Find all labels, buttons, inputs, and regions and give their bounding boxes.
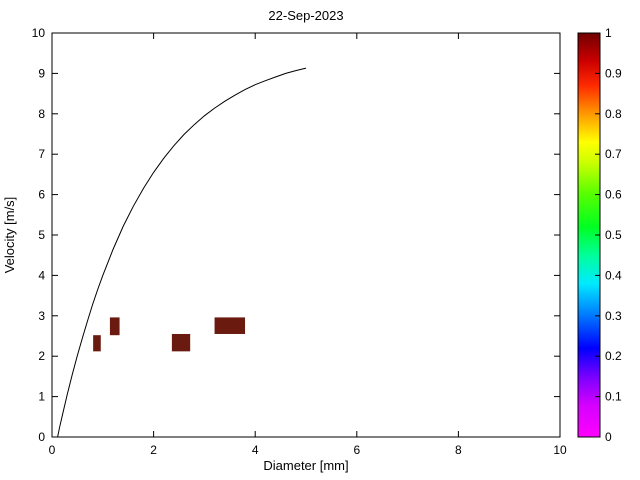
colorbar-tick-label: 0.8 xyxy=(605,107,622,121)
y-tick-label: 3 xyxy=(38,309,45,323)
colorbar-tick-label: 0.7 xyxy=(605,147,622,161)
colorbar-tick-label: 0.2 xyxy=(605,349,622,363)
y-tick-label: 2 xyxy=(38,349,45,363)
colorbar-tick-label: 1 xyxy=(605,26,612,40)
y-tick-label: 1 xyxy=(38,390,45,404)
colorbar-tick-label: 0.3 xyxy=(605,309,622,323)
axes-box xyxy=(51,32,561,438)
data-bin xyxy=(171,333,191,352)
terminal-velocity-curve xyxy=(57,67,307,438)
data-bin xyxy=(109,317,120,336)
colorbar-tick-label: 0 xyxy=(605,430,612,444)
y-tick-label: 0 xyxy=(38,430,45,444)
y-tick-label: 8 xyxy=(38,107,45,121)
x-tick-label: 0 xyxy=(49,443,56,457)
data-bin xyxy=(214,317,246,334)
x-tick-label: 2 xyxy=(150,443,157,457)
colorbar-tick-label: 0.5 xyxy=(605,228,622,242)
x-tick-label: 4 xyxy=(252,443,259,457)
x-tick-label: 6 xyxy=(353,443,360,457)
chart-title: 22-Sep-2023 xyxy=(268,8,343,23)
colorbar-tick-label: 0.9 xyxy=(605,66,622,80)
colorbar-gradient xyxy=(578,33,600,437)
x-tick-label: 10 xyxy=(553,443,567,457)
colorbar-tick-label: 0.1 xyxy=(605,390,622,404)
plot-area: 0 2 4 6 8 10 0 1 2 3 4 5 6 7 8 9 10 xyxy=(32,26,567,457)
colorbar: 0 0.1 0.2 0.3 0.4 0.5 0.6 0.7 0.8 0.9 1 xyxy=(577,26,622,444)
y-tick-label: 5 xyxy=(38,228,45,242)
colorbar-tick-label: 0.4 xyxy=(605,268,622,282)
y-tick-label: 6 xyxy=(38,188,45,202)
y-tick-label: 9 xyxy=(38,66,45,80)
y-tick-label: 4 xyxy=(38,268,45,282)
x-tick-label: 8 xyxy=(455,443,462,457)
y-tick-label: 10 xyxy=(32,26,46,40)
data-bin xyxy=(93,335,101,352)
y-axis-label: Velocity [m/s] xyxy=(2,197,17,274)
y-tick-label: 7 xyxy=(38,147,45,161)
x-axis-label: Diameter [mm] xyxy=(263,458,348,473)
colorbar-tick-label: 0.6 xyxy=(605,188,622,202)
